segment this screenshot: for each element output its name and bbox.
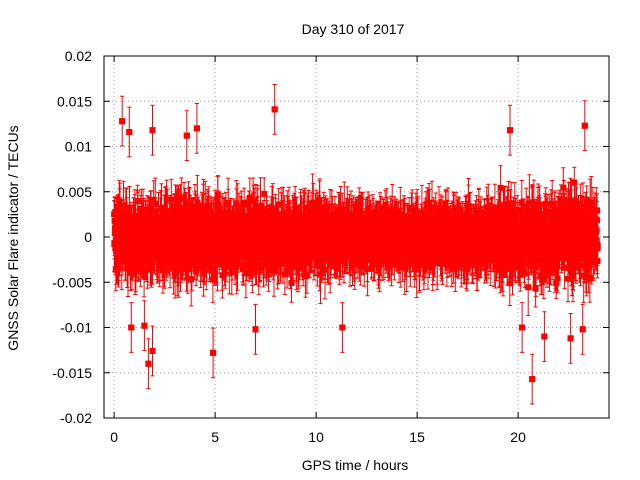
data-point	[183, 132, 190, 139]
data-point	[193, 125, 200, 132]
y-tick-label: 0.02	[65, 48, 92, 64]
data-point	[149, 348, 156, 355]
data-point	[252, 326, 259, 333]
x-axis-label: GPS time / hours	[302, 457, 409, 473]
plot-area	[111, 84, 601, 405]
y-tick-label: -0.01	[60, 320, 92, 336]
x-tick-label: 20	[510, 429, 526, 445]
x-tick-label: 10	[308, 429, 324, 445]
data-point	[271, 106, 278, 113]
x-tick-label: 5	[211, 429, 219, 445]
axis-ticks: -0.02 -0.015 -0.01 -0.005 0 0.005 0.01 0.015 0.0…	[52, 48, 609, 445]
y-tick-label: -0.015	[52, 365, 92, 381]
data-point	[210, 349, 217, 356]
x-tick-label: 15	[409, 429, 425, 445]
data-point	[149, 127, 156, 134]
y-tick-label: 0	[84, 229, 92, 245]
data-point	[119, 118, 126, 125]
data-point	[541, 333, 548, 340]
x-tick-label: 0	[110, 429, 118, 445]
y-tick-label: 0.01	[65, 139, 92, 155]
data-point	[128, 324, 135, 331]
data-point	[581, 122, 588, 129]
data-point	[567, 335, 574, 342]
y-tick-label: -0.02	[60, 410, 92, 426]
data-point	[126, 129, 133, 136]
y-tick-label: -0.005	[52, 274, 92, 290]
y-axis-label: GNSS Solar Flare indicator / TECUs	[5, 125, 21, 350]
data-point	[145, 360, 152, 367]
data-point	[339, 324, 346, 331]
data-point	[529, 376, 536, 383]
data-point	[141, 322, 148, 329]
data-points	[111, 106, 601, 383]
data-point	[579, 326, 586, 333]
chart-title: Day 310 of 2017	[302, 21, 405, 37]
y-tick-label: 0.005	[57, 184, 92, 200]
y-tick-label: 0.015	[57, 93, 92, 109]
data-point	[507, 127, 514, 134]
data-point	[519, 324, 526, 331]
